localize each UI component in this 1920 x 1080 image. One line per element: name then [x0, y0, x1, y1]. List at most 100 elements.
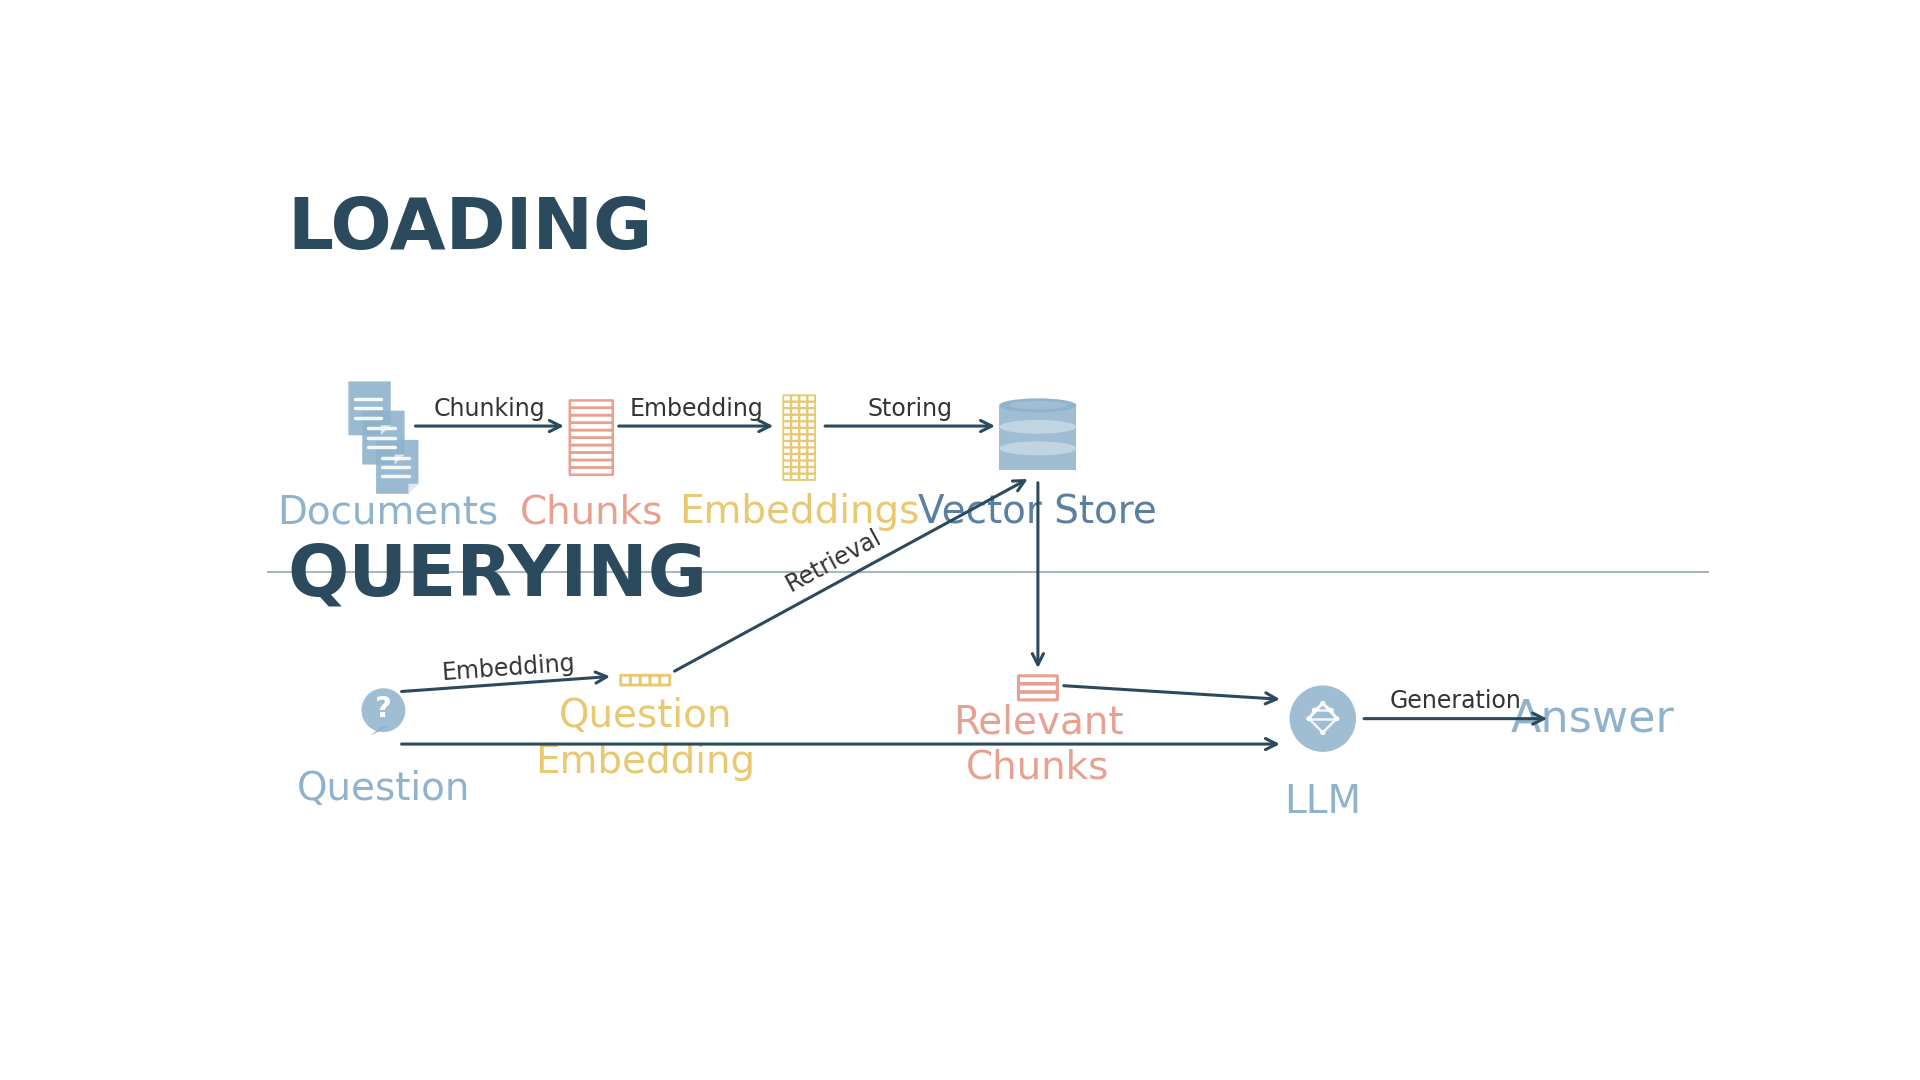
- Text: Chunks: Chunks: [520, 494, 662, 531]
- FancyBboxPatch shape: [570, 416, 612, 422]
- FancyBboxPatch shape: [808, 447, 816, 454]
- FancyBboxPatch shape: [808, 421, 816, 428]
- FancyBboxPatch shape: [1018, 692, 1058, 700]
- FancyBboxPatch shape: [799, 461, 806, 467]
- FancyBboxPatch shape: [791, 402, 799, 408]
- FancyBboxPatch shape: [570, 422, 612, 430]
- FancyBboxPatch shape: [799, 455, 806, 460]
- Text: Documents: Documents: [276, 494, 497, 531]
- FancyBboxPatch shape: [783, 434, 791, 441]
- Ellipse shape: [1000, 420, 1077, 434]
- FancyBboxPatch shape: [808, 402, 816, 408]
- FancyBboxPatch shape: [1000, 427, 1077, 448]
- FancyBboxPatch shape: [783, 408, 791, 415]
- FancyBboxPatch shape: [791, 428, 799, 434]
- Polygon shape: [371, 727, 390, 735]
- FancyBboxPatch shape: [791, 461, 799, 467]
- FancyBboxPatch shape: [799, 402, 806, 408]
- Polygon shape: [363, 410, 405, 464]
- FancyBboxPatch shape: [791, 455, 799, 460]
- FancyBboxPatch shape: [799, 415, 806, 421]
- Circle shape: [1311, 707, 1317, 713]
- Text: Vector Store: Vector Store: [918, 494, 1158, 531]
- FancyBboxPatch shape: [1000, 448, 1077, 470]
- FancyBboxPatch shape: [799, 468, 806, 473]
- Ellipse shape: [1010, 401, 1068, 409]
- Text: QUERYING: QUERYING: [288, 541, 707, 610]
- FancyBboxPatch shape: [783, 395, 791, 402]
- Circle shape: [1321, 701, 1325, 706]
- FancyBboxPatch shape: [791, 468, 799, 473]
- FancyBboxPatch shape: [791, 434, 799, 441]
- FancyBboxPatch shape: [808, 474, 816, 480]
- FancyBboxPatch shape: [791, 408, 799, 415]
- Text: Storing: Storing: [868, 396, 952, 420]
- Text: Question: Question: [298, 770, 470, 808]
- Polygon shape: [396, 455, 405, 464]
- Text: Generation: Generation: [1390, 689, 1521, 713]
- FancyBboxPatch shape: [791, 441, 799, 447]
- FancyBboxPatch shape: [808, 428, 816, 434]
- FancyBboxPatch shape: [570, 430, 612, 437]
- FancyBboxPatch shape: [799, 421, 806, 428]
- FancyBboxPatch shape: [783, 455, 791, 460]
- Text: LLM: LLM: [1284, 783, 1361, 821]
- FancyBboxPatch shape: [808, 395, 816, 402]
- Circle shape: [361, 688, 405, 732]
- FancyBboxPatch shape: [791, 415, 799, 421]
- FancyBboxPatch shape: [799, 428, 806, 434]
- Polygon shape: [409, 484, 419, 494]
- FancyBboxPatch shape: [808, 455, 816, 460]
- FancyBboxPatch shape: [808, 415, 816, 421]
- FancyBboxPatch shape: [808, 468, 816, 473]
- Text: LOADING: LOADING: [288, 195, 653, 264]
- Text: Embedding: Embedding: [442, 651, 576, 685]
- FancyBboxPatch shape: [660, 675, 670, 685]
- FancyBboxPatch shape: [808, 434, 816, 441]
- FancyBboxPatch shape: [570, 445, 612, 453]
- Circle shape: [1334, 716, 1340, 721]
- Text: ?: ?: [374, 696, 392, 723]
- Text: Embeddings: Embeddings: [680, 494, 920, 531]
- Text: Embedding: Embedding: [630, 396, 762, 420]
- FancyBboxPatch shape: [570, 468, 612, 475]
- Text: Retrieval: Retrieval: [781, 525, 885, 596]
- FancyBboxPatch shape: [783, 447, 791, 454]
- Text: Answer: Answer: [1511, 698, 1674, 740]
- FancyBboxPatch shape: [799, 434, 806, 441]
- FancyBboxPatch shape: [783, 461, 791, 467]
- FancyBboxPatch shape: [620, 675, 630, 685]
- FancyBboxPatch shape: [791, 447, 799, 454]
- FancyBboxPatch shape: [808, 461, 816, 467]
- Circle shape: [1321, 730, 1325, 735]
- FancyBboxPatch shape: [783, 421, 791, 428]
- FancyBboxPatch shape: [783, 468, 791, 473]
- FancyBboxPatch shape: [639, 675, 651, 685]
- FancyBboxPatch shape: [783, 441, 791, 447]
- Polygon shape: [376, 440, 419, 494]
- FancyBboxPatch shape: [799, 441, 806, 447]
- Ellipse shape: [1000, 442, 1077, 456]
- FancyBboxPatch shape: [791, 421, 799, 428]
- FancyBboxPatch shape: [570, 460, 612, 468]
- FancyBboxPatch shape: [570, 408, 612, 415]
- FancyBboxPatch shape: [783, 474, 791, 480]
- Text: Relevant
Chunks: Relevant Chunks: [952, 703, 1123, 786]
- FancyBboxPatch shape: [783, 402, 791, 408]
- FancyBboxPatch shape: [791, 474, 799, 480]
- Text: Chunking: Chunking: [434, 396, 545, 420]
- FancyBboxPatch shape: [1018, 676, 1058, 684]
- FancyBboxPatch shape: [808, 408, 816, 415]
- FancyBboxPatch shape: [799, 408, 806, 415]
- FancyBboxPatch shape: [799, 395, 806, 402]
- Ellipse shape: [1000, 399, 1077, 413]
- FancyBboxPatch shape: [570, 453, 612, 460]
- FancyBboxPatch shape: [783, 415, 791, 421]
- FancyBboxPatch shape: [630, 675, 639, 685]
- Polygon shape: [348, 381, 390, 435]
- Text: Question
Embedding: Question Embedding: [536, 697, 755, 781]
- FancyBboxPatch shape: [570, 437, 612, 445]
- Circle shape: [1329, 707, 1334, 713]
- FancyBboxPatch shape: [808, 441, 816, 447]
- FancyBboxPatch shape: [799, 447, 806, 454]
